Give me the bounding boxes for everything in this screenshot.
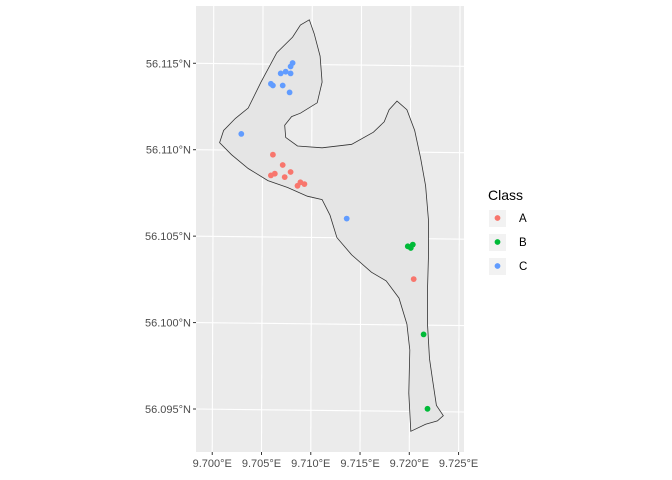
legend-label-C: C — [519, 261, 527, 273]
x-tick-label-0: 9.700°E — [193, 458, 232, 470]
point-B-4 — [424, 405, 431, 412]
point-A-8 — [294, 182, 301, 189]
point-C-2 — [282, 68, 289, 75]
y-tick-label-4: 56.115°N — [146, 58, 191, 70]
point-B-3 — [420, 331, 427, 338]
legend-key-C — [494, 263, 501, 269]
grid-line-y-4 — [195, 62, 465, 67]
legend-key-B — [494, 239, 501, 245]
legend-key-A — [494, 215, 501, 221]
point-A-1 — [279, 162, 286, 168]
y-tick-label-3: 56.110°N — [146, 145, 191, 157]
study-area-boundary — [219, 19, 444, 432]
point-C-9 — [238, 131, 245, 137]
point-B-2 — [407, 245, 414, 251]
x-tick-label-2: 9.710°E — [291, 458, 330, 470]
legend: Class ABC — [484, 184, 532, 288]
point-C-6 — [270, 82, 276, 89]
legend-title: Class — [488, 187, 523, 203]
x-tick-label-3: 9.715°E — [340, 458, 379, 470]
x-tick-label-5: 9.725°E — [439, 458, 478, 470]
x-tick-label-4: 9.720°E — [390, 458, 429, 470]
x-axis: 9.700°E 9.705°E 9.710°E 9.715°E 9.720°E 9.725… — [193, 452, 478, 470]
legend-label-A: A — [519, 213, 527, 225]
legend-entries: ABC — [489, 210, 527, 275]
point-C-1 — [287, 63, 294, 70]
point-C-10 — [343, 215, 350, 222]
y-axis: 56.095°N 56.100°N 56.105°N 56.110°N 56.115°N — [145, 58, 196, 416]
y-tick-label-2: 56.105°N — [145, 231, 191, 243]
data-points — [238, 60, 431, 412]
legend-label-B: B — [519, 237, 527, 249]
point-A-9 — [410, 276, 417, 282]
grid-line-x-5 — [458, 5, 461, 453]
point-C-3 — [287, 70, 294, 77]
point-C-7 — [279, 82, 286, 89]
y-tick-label-1: 56.100°N — [145, 318, 191, 330]
y-tick-label-0: 56.095°N — [145, 404, 191, 416]
point-A-2 — [287, 169, 294, 175]
point-A-5 — [281, 174, 288, 181]
x-tick-label-1: 9.705°E — [242, 458, 281, 470]
point-C-4 — [277, 70, 284, 77]
point-A-0 — [270, 151, 276, 158]
point-A-7 — [301, 181, 308, 188]
grid-line-x-0 — [211, 5, 215, 453]
point-A-4 — [268, 172, 274, 179]
point-C-8 — [286, 89, 293, 96]
